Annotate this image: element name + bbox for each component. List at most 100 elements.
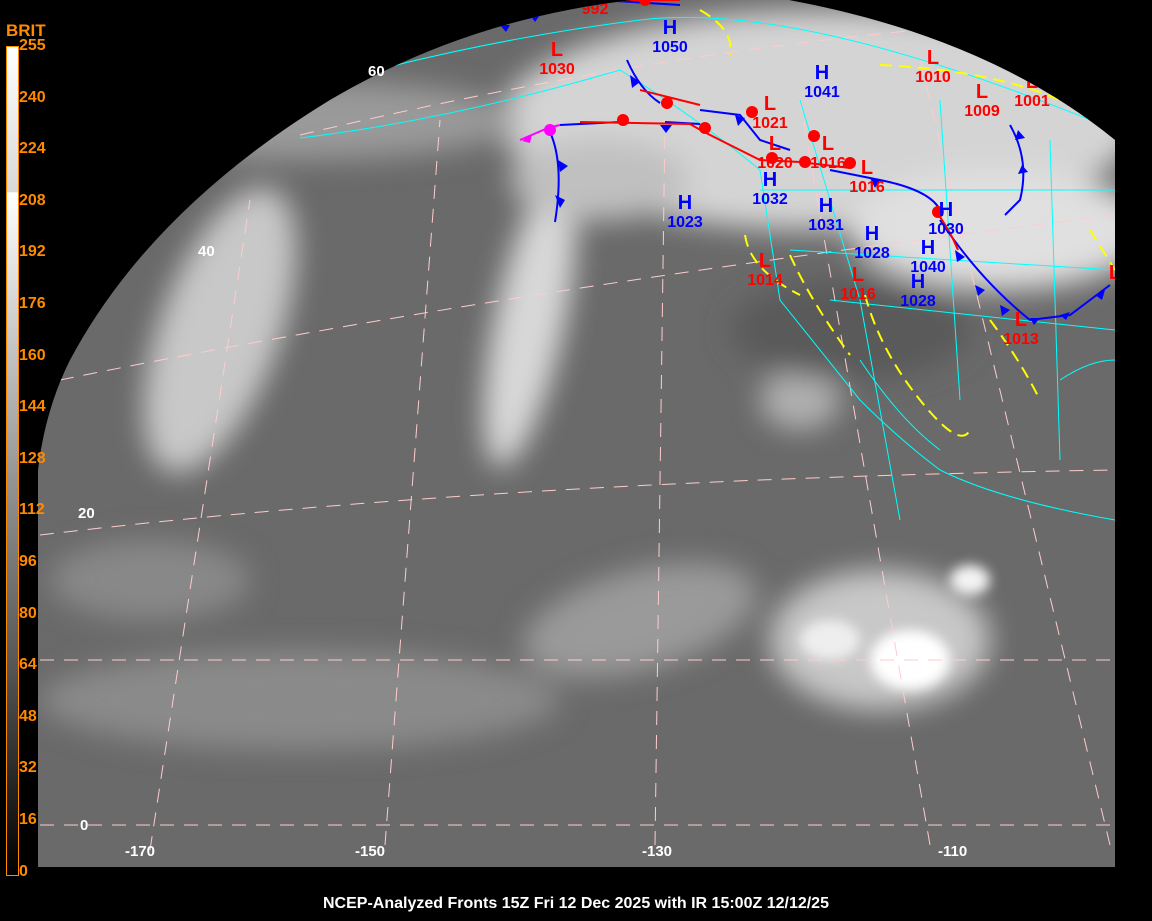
lon-label: -170 [125,843,155,860]
pressure-value: 1014 [747,272,783,289]
pressure-value: 1041 [804,84,840,101]
low-symbol: L [1109,262,1121,284]
colorbar-title: BRIT [6,21,46,40]
pressure-value: 1001 [1014,93,1050,110]
low-symbol: L [764,93,776,115]
low-symbol: L [551,39,563,61]
high-symbol: H [663,17,677,39]
pressure-value: 1009 [964,103,1000,120]
colorbar-tick-label: 64 [19,656,37,674]
occluded-front [519,124,561,143]
lon-label: -150 [355,843,385,860]
lon-label: -110 [938,843,967,860]
high-symbol: H [819,195,833,217]
cold-front-barbs [500,15,1105,325]
pressure-value: 1013 [1003,331,1039,348]
lat-label: 0 [80,817,88,834]
colorbar-tick-label: 176 [19,295,46,312]
high-symbol: H [678,192,692,214]
low-pressure-center: L992 [582,0,609,18]
pressure-value: 1050 [652,39,688,56]
colorbar-tick-label: 0 [19,862,28,880]
pressure-value: 1021 [752,115,788,132]
low-symbol: L [822,133,834,155]
colorbar-tick-label: 112 [19,501,45,519]
lat-label: 60 [368,63,385,80]
pressure-value: 1032 [752,191,788,208]
pressure-value: 1040 [910,259,946,276]
colorbar-tick-label: 192 [19,243,46,261]
low-symbol: L [1015,309,1027,331]
pressure-value: 1030 [539,61,575,78]
image-caption: NCEP-Analyzed Fronts 15Z Fri 12 Dec 2025… [323,895,829,912]
lat-lon-grid [39,19,1115,851]
low-symbol: L [861,157,873,179]
lat-label: 40 [198,243,215,260]
colorbar [6,46,19,876]
pressure-value: 1031 [808,217,844,234]
low-symbol: L [927,47,939,69]
pressure-value: 1020 [757,155,793,172]
colorbar-tick-label: 208 [19,191,46,209]
low-symbol: L [852,264,864,286]
low-symbol: L [1026,71,1038,93]
colorbar-tick-label: 80 [19,604,37,622]
pressure-value: 992 [582,1,609,18]
colorbar-tick-label: 240 [19,88,46,106]
cloud-field [40,10,1115,750]
lat-label: 20 [78,505,95,522]
colorbar-tick-label: 160 [19,346,46,364]
trough-lines [699,9,1115,437]
high-symbol: H [865,223,879,245]
colorbar-tick-label: 128 [19,449,46,467]
pressure-value: 1016 [810,155,846,172]
colorbar-tick-label: 32 [19,759,37,777]
low-symbol: L [769,133,781,155]
pressure-value: 1030 [928,221,964,238]
colorbar-tick-label: 96 [19,553,37,570]
low-pressure-center: L [1109,262,1121,284]
low-symbol: L [759,250,771,272]
high-symbol: H [911,271,925,293]
colorbar-tick-label: 144 [19,398,46,416]
pressure-value: 1010 [915,69,951,86]
low-symbol: L [589,0,601,1]
pressure-value: 1023 [667,214,703,231]
pressure-value: 1028 [900,293,936,310]
high-symbol: H [763,169,777,191]
pressure-value: 1028 [854,245,890,262]
pressure-centers: L992H1050L1030H1041L1010L1009L1001L1021L… [539,0,1121,348]
colorbar-tick-label: 48 [19,707,37,725]
colorbar-tick-label: 255 [19,37,46,54]
high-symbol: H [939,199,953,221]
lon-label: -130 [642,843,672,860]
low-symbol: L [976,81,988,103]
high-symbol: H [815,62,829,84]
colorbar-tick-label: 16 [19,811,37,828]
boundaries [299,16,1115,521]
high-symbol: H [921,237,935,259]
warm-front-bumps [617,0,944,218]
colorbar-tick-label: 224 [19,140,46,158]
